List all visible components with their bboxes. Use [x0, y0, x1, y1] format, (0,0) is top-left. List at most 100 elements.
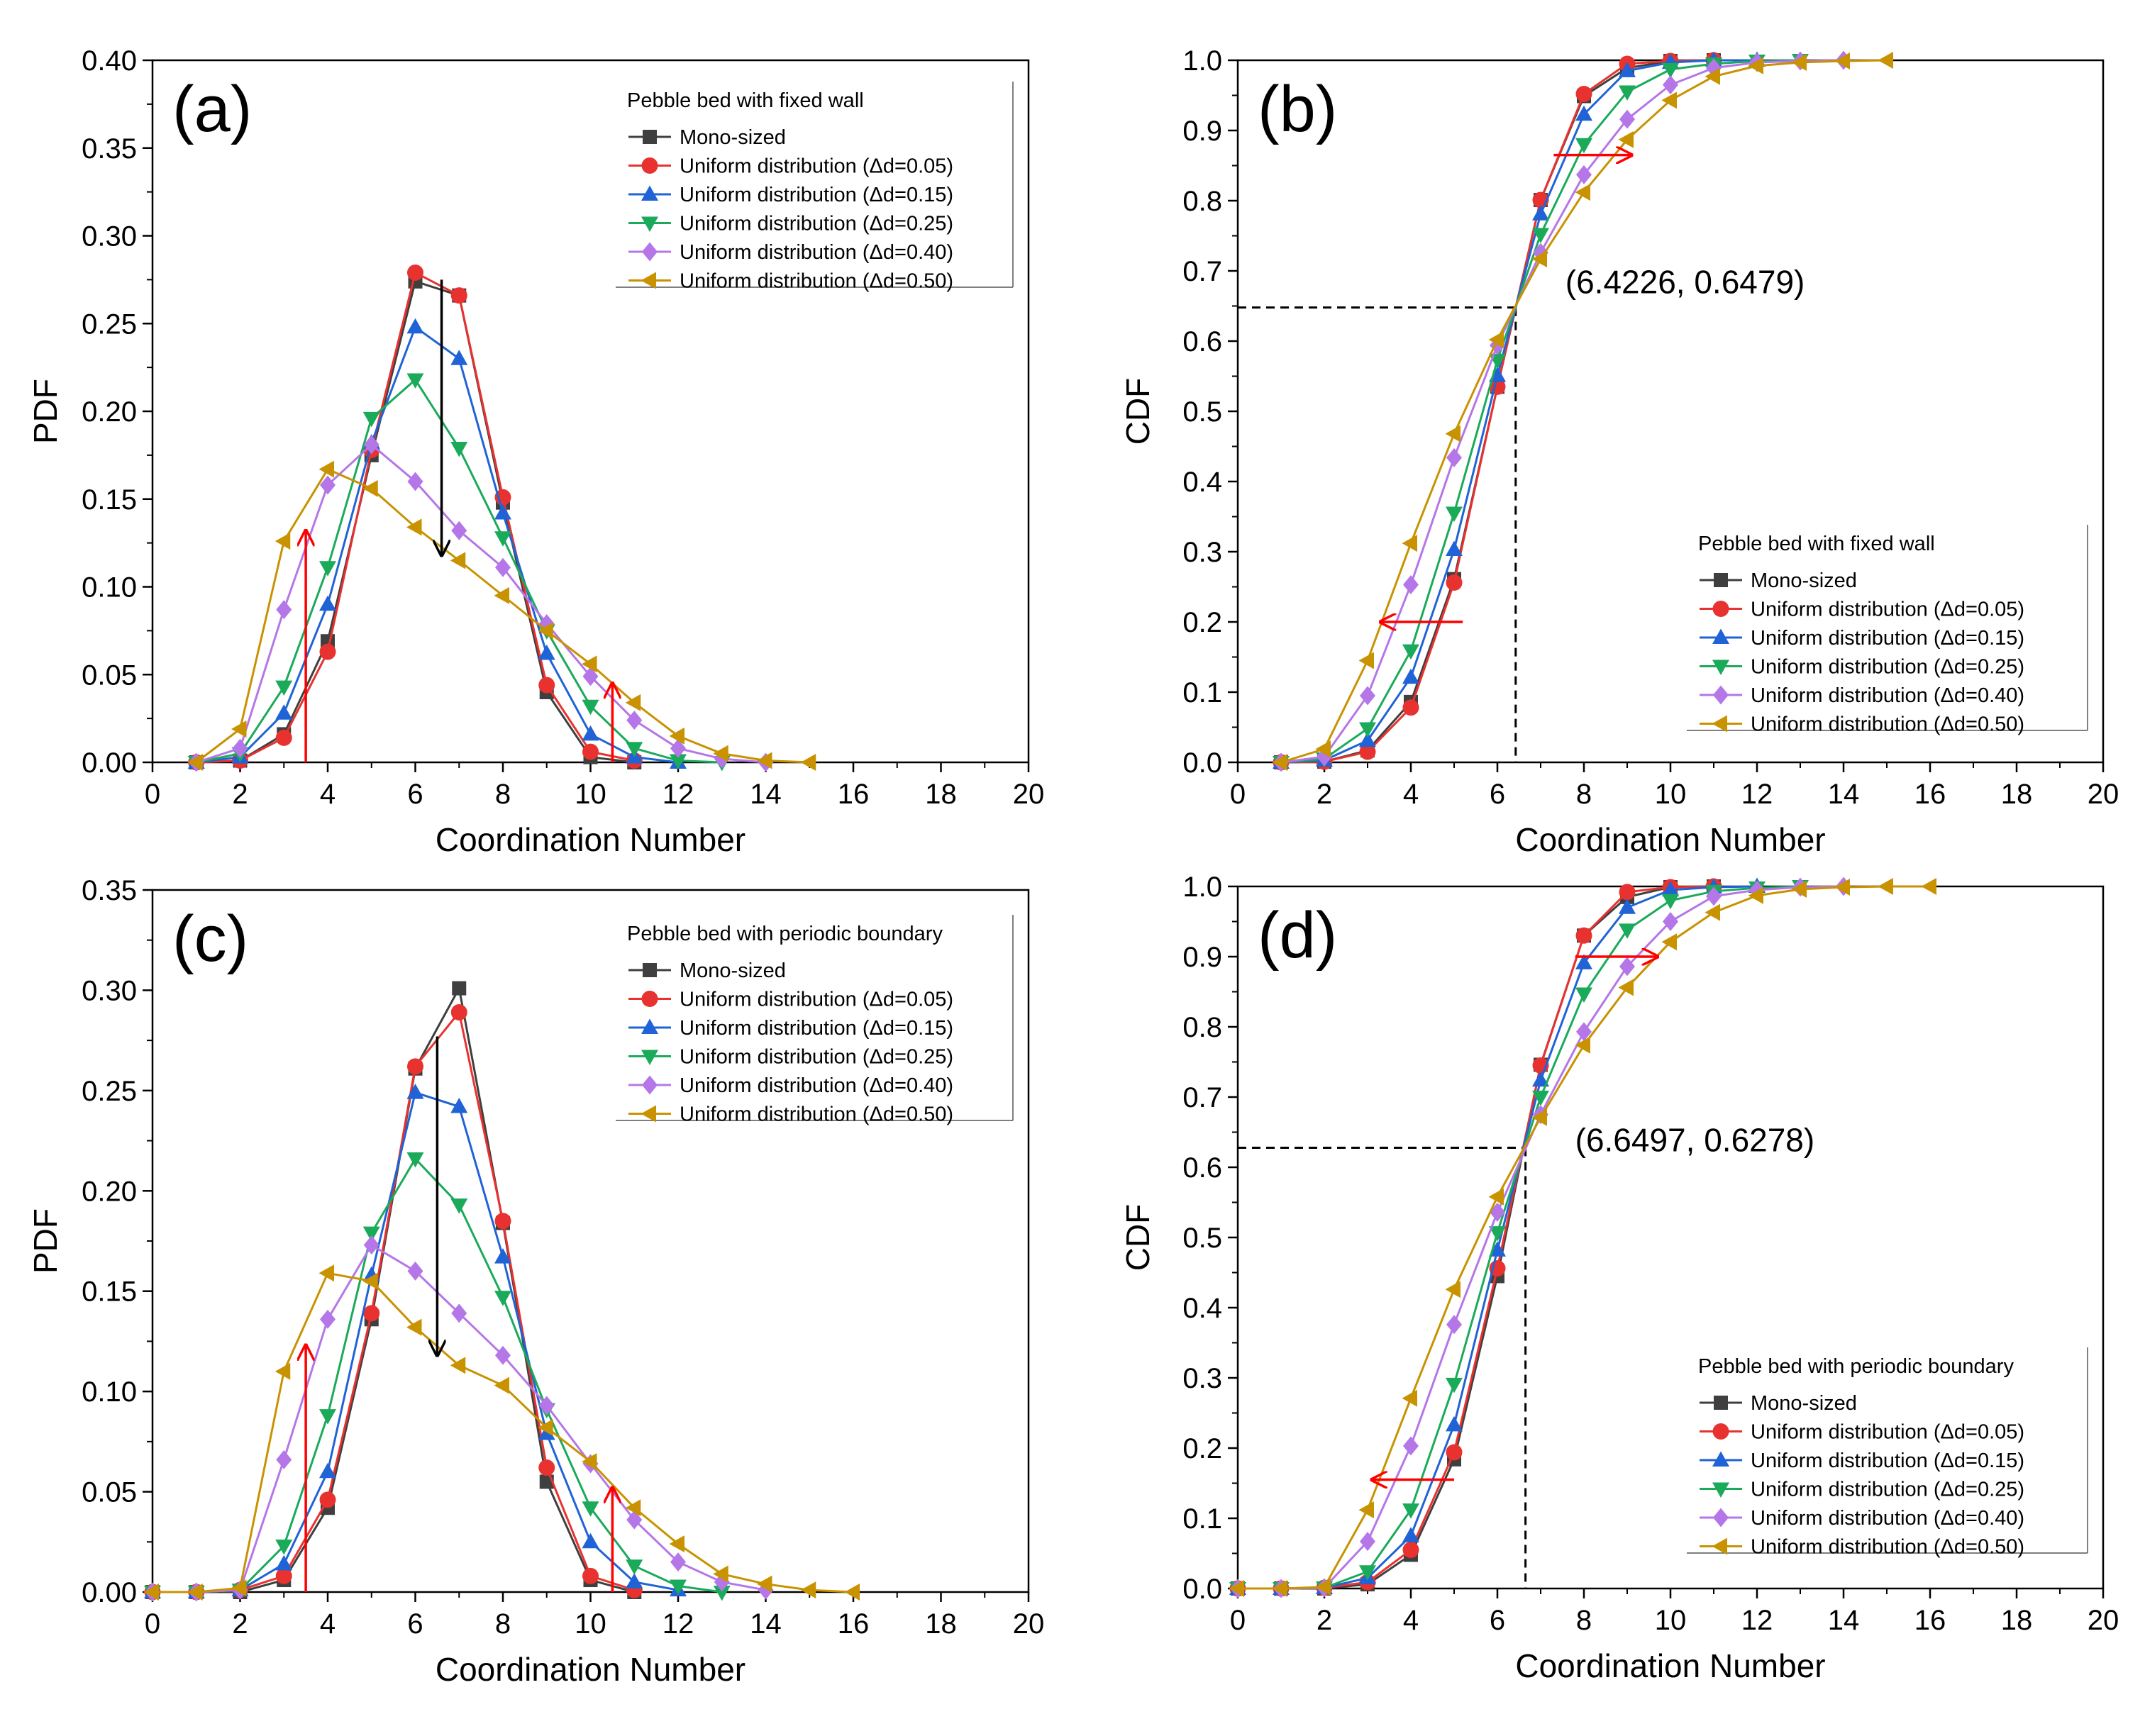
data-point — [1619, 85, 1636, 101]
data-point — [713, 1586, 731, 1601]
data-point — [495, 1345, 511, 1365]
data-point — [1402, 1542, 1419, 1559]
data-point — [1403, 1436, 1419, 1456]
data-point — [406, 373, 424, 389]
data-point — [538, 1419, 553, 1437]
data-point — [320, 1309, 336, 1329]
data-point — [669, 1535, 684, 1553]
legend-marker — [641, 157, 658, 174]
x-tick-label: 8 — [495, 1608, 511, 1640]
legend-marker — [643, 130, 657, 144]
legend-label: Uniform distribution (Δd=0.05) — [1751, 599, 2024, 621]
legend-label: Uniform distribution (Δd=0.40) — [680, 241, 953, 264]
legend-label: Uniform distribution (Δd=0.40) — [680, 1074, 953, 1097]
data-point — [450, 552, 466, 569]
series-line — [153, 1272, 854, 1593]
data-point — [362, 411, 380, 428]
legend-marker — [1712, 1482, 1729, 1498]
legend-title: Pebble bed with fixed wall — [1698, 533, 1935, 555]
legend-entry: Uniform distribution (Δd=0.25) — [1700, 656, 2024, 679]
data-point — [1359, 731, 1376, 747]
y-tick-label: 0.15 — [82, 1276, 137, 1308]
y-tick-label: 0.8 — [1182, 186, 1222, 217]
data-point — [1489, 1226, 1506, 1242]
y-tick-label: 0.7 — [1182, 256, 1222, 287]
legend-marker — [1712, 1451, 1729, 1467]
legend-entry: Uniform distribution (Δd=0.40) — [1700, 1507, 2024, 1530]
data-point — [1575, 987, 1592, 1003]
data-point — [1921, 878, 1936, 895]
legend-marker — [1712, 1537, 1727, 1555]
legend-marker — [641, 272, 656, 289]
data-point — [713, 745, 728, 762]
data-point — [494, 531, 511, 547]
data-point — [494, 586, 509, 604]
data-point — [276, 600, 292, 620]
legend-marker — [1714, 1396, 1728, 1410]
y-tick-label: 0.5 — [1182, 396, 1222, 428]
series-Mono-sized — [1231, 879, 1721, 1596]
legend-label: Uniform distribution (Δd=0.50) — [680, 1103, 953, 1126]
data-point — [275, 533, 291, 550]
data-point — [275, 680, 293, 696]
data-point — [232, 738, 248, 758]
series-line — [196, 325, 679, 764]
data-point — [318, 460, 334, 478]
data-point — [450, 1357, 466, 1374]
data-point — [582, 725, 599, 741]
data-point — [582, 699, 599, 716]
y-tick-label: 0.15 — [82, 484, 137, 516]
legend-entry: Mono-sized — [628, 126, 786, 149]
legend-entry: Uniform distribution (Δd=0.05) — [1700, 1421, 2024, 1444]
data-point — [143, 1584, 159, 1601]
y-axis-title: PDF — [27, 379, 64, 444]
legend-label: Uniform distribution (Δd=0.25) — [680, 1046, 953, 1069]
data-point — [1403, 575, 1419, 595]
panel-label: (a) — [172, 73, 252, 145]
chart-panel-c: 0 2 4 6 8 10 12 14 16 18 20 0.00 0.05 0.10 0.15 0.20 0.2… — [27, 875, 1044, 1688]
y-tick-label: 0.30 — [82, 975, 137, 1006]
data-point — [538, 622, 553, 640]
data-point — [1619, 898, 1636, 914]
data-point — [1575, 86, 1592, 103]
data-point — [407, 264, 423, 281]
legend-entry: Uniform distribution (Δd=0.05) — [1700, 599, 2024, 621]
data-point — [1360, 686, 1375, 706]
x-axis-title: Coordination Number — [1515, 821, 1825, 858]
data-point — [1402, 1503, 1419, 1519]
data-point — [319, 1409, 336, 1425]
legend-entry: Uniform distribution (Δd=0.40) — [628, 241, 953, 264]
data-point — [1446, 1444, 1463, 1461]
data-point — [1878, 878, 1893, 895]
data-point — [1532, 228, 1549, 244]
x-tick-label: 10 — [1655, 779, 1687, 810]
data-point — [1446, 1415, 1463, 1432]
legend-label: Mono-sized — [680, 126, 786, 149]
data-point — [1662, 62, 1679, 79]
legend-title: Pebble bed with periodic boundary — [627, 923, 943, 945]
x-tick-label: 16 — [838, 1608, 870, 1640]
data-point — [670, 1552, 686, 1572]
data-point — [1619, 923, 1636, 939]
data-point — [669, 727, 684, 745]
x-tick-label: 2 — [1317, 1605, 1332, 1636]
data-point — [406, 318, 424, 334]
legend-marker — [641, 1050, 658, 1065]
data-point — [625, 694, 641, 711]
data-point — [800, 1581, 816, 1599]
y-tick-label: 0.1 — [1182, 677, 1222, 708]
legend-label: Uniform distribution (Δd=0.40) — [1751, 684, 2024, 707]
x-tick-label: 4 — [320, 1608, 336, 1640]
x-tick-label: 8 — [1576, 1605, 1592, 1636]
data-point — [1359, 743, 1376, 760]
data-point — [450, 441, 468, 457]
legend-label: Uniform distribution (Δd=0.15) — [1751, 627, 2024, 650]
legend-label: Uniform distribution (Δd=0.50) — [1751, 1536, 2024, 1559]
data-point — [1358, 1501, 1374, 1519]
legend-label: Uniform distribution (Δd=0.15) — [680, 1017, 953, 1040]
x-tick-label: 18 — [2001, 779, 2033, 810]
legend-label: Uniform distribution (Δd=0.05) — [680, 989, 953, 1011]
series-d005 — [1229, 878, 1722, 1597]
y-tick-label: 0.20 — [82, 1176, 137, 1207]
